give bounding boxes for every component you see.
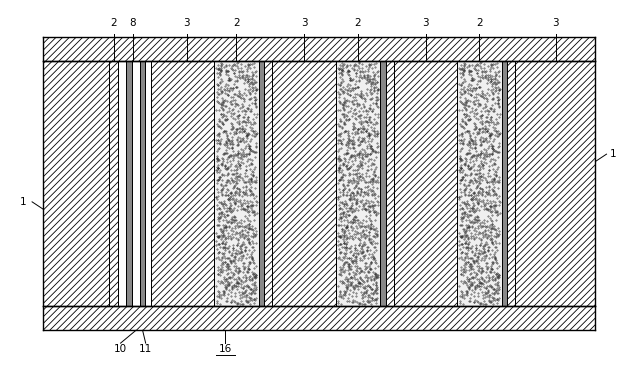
Text: 8: 8 <box>130 18 136 28</box>
Text: 3: 3 <box>552 18 559 28</box>
Bar <box>43 37 595 61</box>
Bar <box>394 61 457 306</box>
Text: 3: 3 <box>301 18 308 28</box>
Bar <box>146 61 151 306</box>
Text: 10: 10 <box>114 344 127 354</box>
Text: 11: 11 <box>139 344 152 354</box>
Bar <box>272 61 336 306</box>
Text: 2: 2 <box>355 18 362 28</box>
Text: 3: 3 <box>183 18 190 28</box>
Bar <box>502 61 507 306</box>
Bar <box>264 61 272 306</box>
Text: 1: 1 <box>610 149 616 159</box>
Bar <box>140 61 146 306</box>
Text: 1: 1 <box>20 197 27 207</box>
Text: 16: 16 <box>219 344 232 354</box>
Bar <box>43 61 109 306</box>
Bar <box>386 61 394 306</box>
Text: 2: 2 <box>110 18 117 28</box>
Bar <box>259 61 264 306</box>
Text: 2: 2 <box>476 18 482 28</box>
Bar <box>43 306 595 330</box>
Bar <box>515 61 595 306</box>
Bar <box>126 61 131 306</box>
Bar <box>336 61 380 306</box>
Bar <box>109 61 118 306</box>
Bar <box>380 61 386 306</box>
Bar <box>457 61 502 306</box>
Bar <box>151 61 214 306</box>
Bar <box>507 61 515 306</box>
Bar <box>131 61 140 306</box>
Bar <box>214 61 259 306</box>
Text: 3: 3 <box>423 18 429 28</box>
Text: 2: 2 <box>233 18 240 28</box>
Bar <box>118 61 126 306</box>
